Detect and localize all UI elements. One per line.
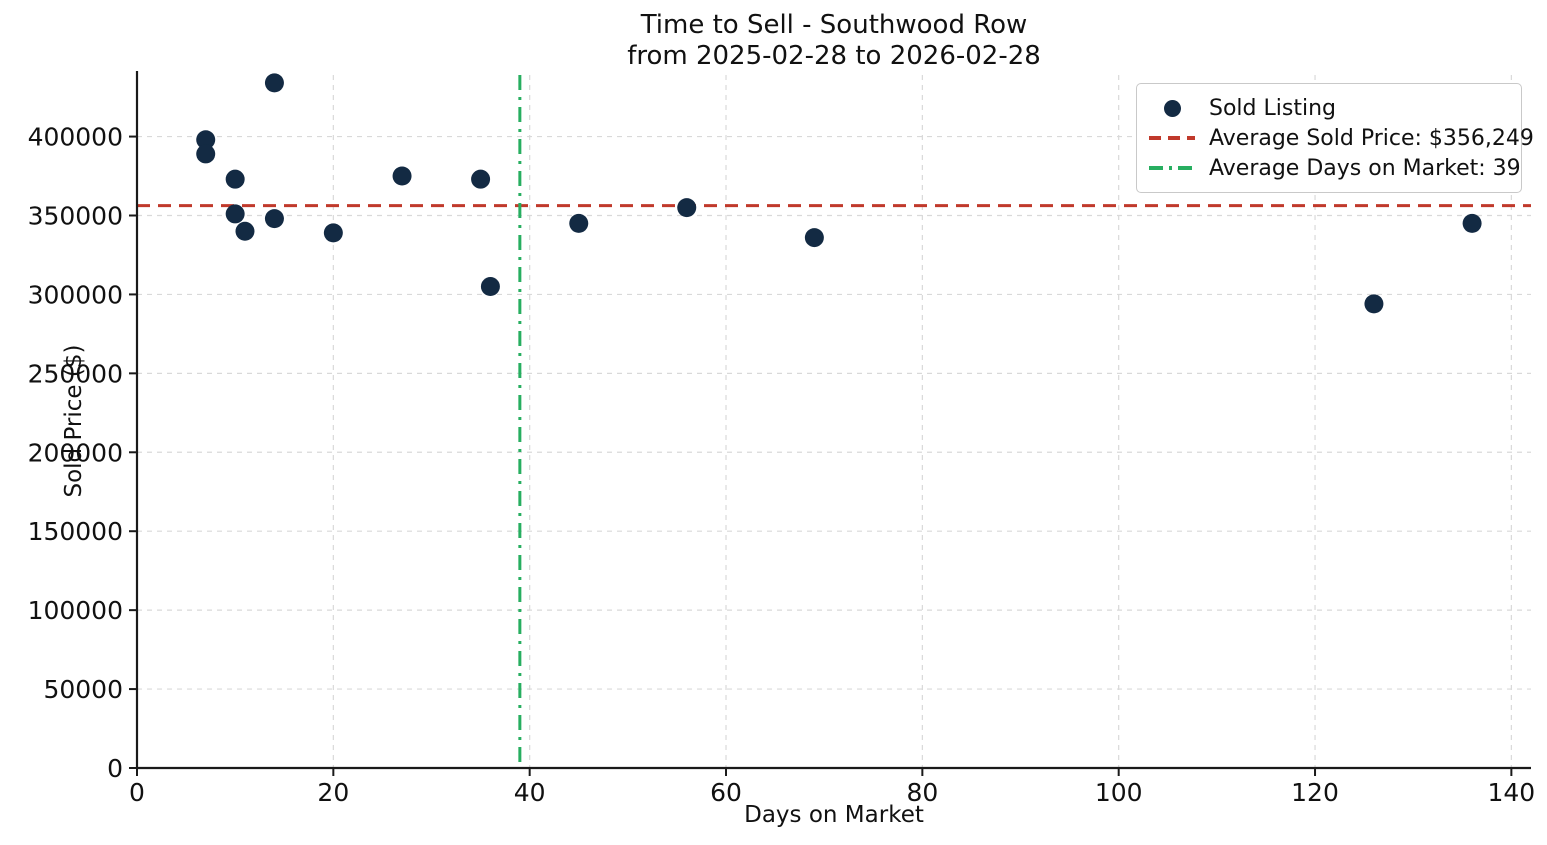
- average-days-dashdot-line-icon: [1149, 166, 1195, 170]
- scatter-point: [225, 204, 245, 224]
- legend: Sold Listing Average Sold Price: $356,24…: [1136, 83, 1534, 193]
- sold-listing-dot-icon: [1163, 99, 1181, 117]
- scatter-point: [196, 144, 216, 164]
- scatter-point: [471, 169, 491, 189]
- scatter-point: [235, 221, 255, 241]
- legend-marker-cell: [1149, 136, 1195, 140]
- x-tick-label: 40: [514, 778, 546, 807]
- scatter-point: [196, 130, 216, 150]
- y-tick-label: 0: [107, 754, 123, 783]
- y-tick-label: 350000: [28, 201, 123, 230]
- legend-marker-cell: [1149, 166, 1195, 170]
- scatter-point: [1462, 213, 1482, 233]
- legend-item-average-days: Average Days on Market: 39: [1149, 153, 1521, 183]
- scatter-point: [677, 198, 697, 218]
- legend-marker-cell: [1149, 99, 1195, 117]
- legend-item-sold-listing: Sold Listing: [1149, 93, 1509, 123]
- chart-title: Time to Sell - Southwood Row from 2025-0…: [137, 10, 1531, 72]
- scatter-point: [1364, 294, 1384, 314]
- scatter-point: [225, 169, 245, 189]
- y-tick-label: 400000: [28, 123, 123, 152]
- x-tick-label: 80: [906, 778, 938, 807]
- scatter-point: [392, 166, 412, 186]
- x-tick-label: 100: [1095, 778, 1143, 807]
- x-tick-label: 0: [129, 778, 145, 807]
- y-tick-label: 200000: [28, 438, 123, 467]
- scatter-point: [264, 73, 284, 93]
- legend-label-average-sold-price: Average Sold Price: $356,249: [1209, 125, 1534, 151]
- chart-title-line2: from 2025-02-28 to 2026-02-28: [627, 41, 1041, 71]
- legend-label-average-days: Average Days on Market: 39: [1209, 155, 1521, 181]
- y-tick-label: 300000: [28, 280, 123, 309]
- x-tick-label: 20: [317, 778, 349, 807]
- y-tick-label: 50000: [43, 675, 123, 704]
- y-tick-label: 250000: [28, 359, 123, 388]
- x-tick-label: 120: [1291, 778, 1339, 807]
- scatter-point: [569, 213, 589, 233]
- scatter-point: [480, 277, 500, 297]
- scatter-point: [264, 209, 284, 229]
- legend-label-sold-listing: Sold Listing: [1209, 95, 1336, 121]
- average-price-dashed-line-icon: [1149, 136, 1195, 140]
- x-axis-label: Days on Market: [744, 802, 924, 828]
- scatter-point: [804, 228, 824, 248]
- x-tick-label: 140: [1488, 778, 1536, 807]
- x-tick-label: 60: [710, 778, 742, 807]
- scatter-point: [323, 223, 343, 243]
- chart-title-line1: Time to Sell - Southwood Row: [640, 10, 1028, 40]
- y-tick-label: 100000: [28, 596, 123, 625]
- y-axis-label: Sold Price ($): [61, 344, 87, 498]
- legend-item-average-sold-price: Average Sold Price: $356,249: [1149, 123, 1534, 153]
- y-tick-label: 150000: [28, 517, 123, 546]
